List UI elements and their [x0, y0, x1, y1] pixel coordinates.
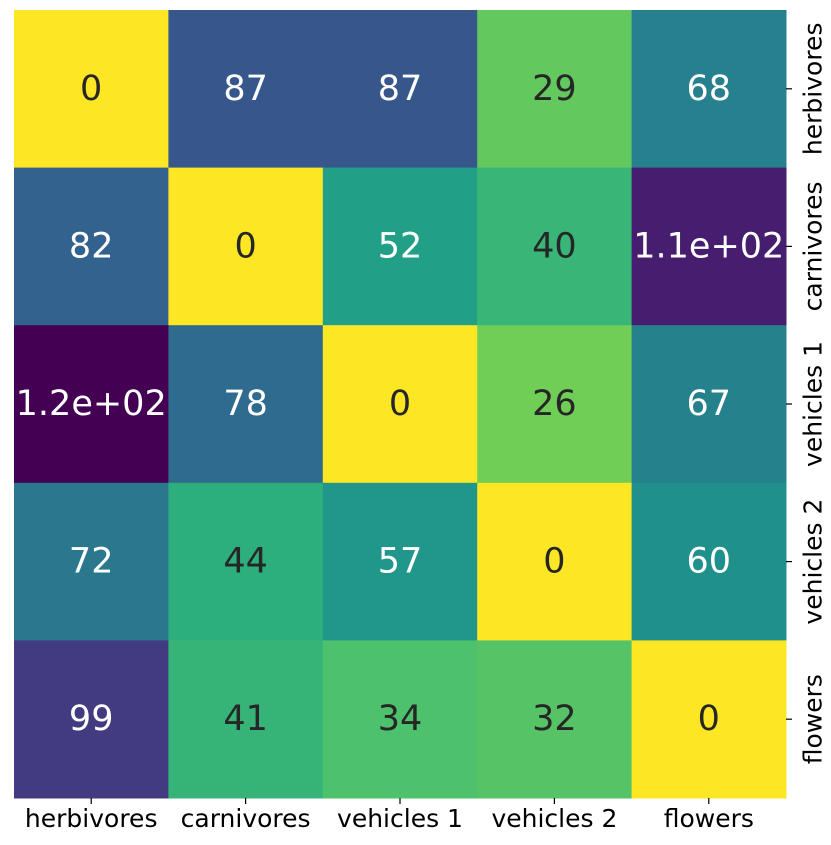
x-tick-label: carnivores	[181, 804, 311, 833]
cell-value-label: 78	[223, 384, 268, 424]
y-tick-label: flowers	[799, 674, 828, 764]
heatmap-cell	[322, 10, 478, 169]
cell-value-label: 60	[687, 542, 732, 582]
cell-value-label: 82	[69, 226, 114, 266]
y-tick-label: vehicles 2	[799, 499, 828, 625]
cell-value-label: 87	[378, 69, 423, 109]
y-tick-label: herbivores	[799, 23, 828, 156]
heatmap-cell	[14, 10, 169, 169]
heatmap-cell	[631, 325, 787, 484]
heatmap-cell	[631, 482, 787, 641]
heatmap-cell	[477, 167, 633, 326]
heatmap-cells	[14, 10, 787, 799]
cell-value-label: 57	[378, 542, 423, 582]
heatmap-cell	[14, 325, 169, 484]
cell-value-label: 99	[69, 699, 114, 739]
cell-value-label: 34	[378, 699, 423, 739]
cell-value-label: 1.2e+02	[16, 384, 167, 424]
heatmap-cell	[322, 325, 478, 484]
y-tick-label: carnivores	[799, 181, 828, 311]
heatmap-cell	[477, 10, 633, 169]
heatmap-cell	[631, 10, 787, 169]
x-axis: herbivores carnivores vehicles 1 vehicles 2…	[25, 798, 754, 833]
heatmap-cell	[14, 167, 169, 326]
cell-value-label: 0	[389, 384, 411, 424]
cell-value-label: 0	[698, 699, 720, 739]
cell-value-label: 72	[69, 542, 114, 582]
heatmap-cell	[477, 325, 633, 484]
cell-value-label: 52	[378, 226, 423, 266]
y-tick-label: vehicles 1	[799, 341, 828, 467]
cell-value-label: 32	[532, 699, 577, 739]
heatmap-cell	[168, 167, 324, 326]
heatmap-cell	[631, 640, 787, 799]
y-axis: herbivores carnivores vehicles 1 vehicles 2…	[786, 23, 828, 764]
heatmap-cell	[322, 167, 478, 326]
cell-value-label: 67	[687, 384, 732, 424]
cell-value-label: 40	[532, 226, 577, 266]
heatmap-cell	[14, 482, 169, 641]
cell-value-label: 0	[543, 542, 565, 582]
heatmap-cell	[168, 640, 324, 799]
x-tick-label: vehicles 1	[337, 804, 463, 833]
heatmap-cell	[168, 325, 324, 484]
cell-value-label: 44	[223, 542, 268, 582]
heatmap-cell	[631, 167, 787, 326]
cell-value-label: 68	[687, 69, 732, 109]
heatmap-cell	[14, 640, 169, 799]
cell-value-label: 41	[223, 699, 268, 739]
cell-value-label: 87	[223, 69, 268, 109]
heatmap-cell	[168, 482, 324, 641]
heatmap-cell	[322, 482, 478, 641]
cell-value-label: 1.1e+02	[633, 226, 784, 266]
heatmap-cell	[477, 640, 633, 799]
heatmap-cell	[477, 482, 633, 641]
cell-value-label: 0	[234, 226, 256, 266]
x-tick-label: vehicles 2	[491, 804, 617, 833]
x-tick-label: flowers	[664, 804, 754, 833]
x-tick-label: herbivores	[25, 804, 158, 833]
heatmap-cell	[322, 640, 478, 799]
cell-value-label: 26	[532, 384, 577, 424]
heatmap-cell-labels: 0 87 87 29 68 82 0 52 40 1.1e+02 1.2e+02 78 0 26 67 72 4…	[16, 69, 785, 739]
heatmap-cell	[168, 10, 324, 169]
cell-value-label: 29	[532, 69, 577, 109]
cell-value-label: 0	[80, 69, 102, 109]
